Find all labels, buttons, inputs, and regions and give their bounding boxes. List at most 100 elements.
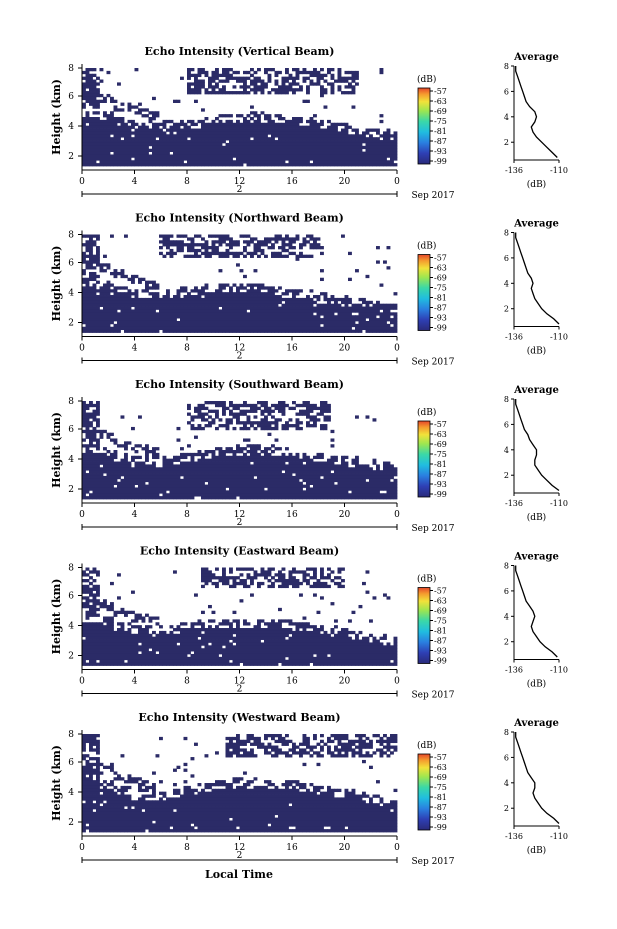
heatmap-cell xyxy=(169,461,174,465)
heatmap-cell xyxy=(355,461,359,465)
x-tick-label: 4 xyxy=(132,344,138,354)
heatmap-cell xyxy=(82,134,86,138)
heatmap-cell xyxy=(292,300,296,305)
heatmap-cell xyxy=(155,286,160,290)
heatmap-cell xyxy=(120,320,125,325)
heatmap-cell xyxy=(264,493,268,497)
heatmap-cell xyxy=(288,318,293,322)
heatmap-cell xyxy=(302,306,307,310)
heatmap-cell xyxy=(309,315,314,319)
heatmap-cell xyxy=(316,154,321,158)
heatmap-cell xyxy=(348,148,352,152)
heatmap-cell xyxy=(369,151,373,155)
heatmap-cell xyxy=(344,137,349,141)
heatmap-cell xyxy=(274,148,279,152)
heatmap-cell xyxy=(85,295,90,299)
heatmap-cell xyxy=(295,157,300,161)
heatmap-cell xyxy=(253,119,258,124)
heatmap-cell xyxy=(155,145,160,150)
heatmap-cell xyxy=(250,151,254,155)
heatmap-cell xyxy=(211,234,216,238)
heatmap-cell xyxy=(316,464,321,468)
heatmap-cell xyxy=(351,493,356,497)
heatmap-cell xyxy=(113,487,118,491)
heatmap-cell xyxy=(183,154,188,158)
heatmap-cell xyxy=(320,326,324,331)
heatmap-cell xyxy=(348,493,352,497)
heatmap-cell xyxy=(204,251,209,256)
heatmap-cell xyxy=(260,157,265,161)
heatmap-cell xyxy=(330,318,335,322)
heatmap-cell xyxy=(313,157,317,161)
heatmap-cell xyxy=(103,148,107,152)
heatmap-cell xyxy=(253,163,258,167)
heatmap-cell xyxy=(229,473,233,477)
heatmap-cell xyxy=(302,320,307,325)
heatmap-cell xyxy=(85,96,90,101)
heatmap-cell xyxy=(257,421,261,425)
heatmap-cell xyxy=(120,274,125,279)
heatmap-cell xyxy=(110,160,114,164)
heatmap-cell xyxy=(148,318,153,322)
heatmap-cell xyxy=(155,455,160,460)
heatmap-cell xyxy=(341,134,345,138)
heatmap-cell xyxy=(264,403,268,408)
heatmap-cell xyxy=(138,148,142,152)
heatmap-cell xyxy=(271,478,275,483)
heatmap-cell xyxy=(155,163,160,167)
heatmap-cell xyxy=(229,490,233,494)
heatmap-cell xyxy=(169,119,174,124)
heatmap-cell xyxy=(323,326,328,331)
heatmap-cell xyxy=(187,148,191,152)
heatmap-cell xyxy=(250,493,254,497)
heatmap-cell xyxy=(302,254,307,258)
heatmap-cell xyxy=(362,315,366,319)
heatmap-cell xyxy=(201,128,205,132)
heatmap-cell xyxy=(253,421,258,425)
heatmap-cell xyxy=(288,424,293,428)
heatmap-cell xyxy=(355,464,359,468)
heatmap-cell xyxy=(124,145,128,150)
heatmap-cell xyxy=(141,447,146,451)
heatmap-cell xyxy=(180,151,184,155)
heatmap-cell xyxy=(323,295,328,299)
heatmap-cell xyxy=(309,117,314,121)
heatmap-cell xyxy=(299,309,303,313)
heatmap-cell xyxy=(393,303,398,307)
heatmap-cell xyxy=(292,151,296,155)
heatmap-cell xyxy=(148,131,153,135)
heatmap-cell xyxy=(323,145,328,150)
heatmap-cell xyxy=(117,484,121,488)
heatmap-cell xyxy=(236,490,240,494)
heatmap-cell xyxy=(267,315,272,319)
heatmap-cell xyxy=(348,484,352,488)
heatmap-cell xyxy=(243,125,247,129)
heatmap-cell xyxy=(222,292,226,296)
heatmap-cell xyxy=(106,329,111,333)
heatmap-cell xyxy=(292,478,296,483)
heatmap-cell xyxy=(159,131,163,135)
heatmap-cell xyxy=(166,289,170,293)
heatmap-cell xyxy=(117,300,121,305)
heatmap-cell xyxy=(113,145,118,150)
heatmap-cell xyxy=(369,481,373,485)
heatmap-cell xyxy=(85,111,90,115)
heatmap-cell xyxy=(176,240,181,244)
heatmap-cell xyxy=(355,315,359,319)
heatmap-cell xyxy=(225,458,230,462)
heatmap-cell xyxy=(320,145,324,150)
heatmap-cell xyxy=(180,484,184,488)
heatmap-cell xyxy=(232,496,237,500)
heatmap-cell xyxy=(222,329,226,333)
heatmap-cell xyxy=(113,140,118,144)
heatmap-cell xyxy=(85,246,90,250)
heatmap-cell xyxy=(190,312,195,316)
heatmap-cell xyxy=(264,481,268,485)
heatmap-cell xyxy=(89,484,93,488)
heatmap-cell xyxy=(250,478,254,483)
heatmap-cell xyxy=(288,452,293,457)
heatmap-cell xyxy=(239,421,244,425)
heatmap-cell xyxy=(222,484,226,488)
heatmap-cell xyxy=(180,131,184,135)
heatmap-cell xyxy=(232,329,237,333)
